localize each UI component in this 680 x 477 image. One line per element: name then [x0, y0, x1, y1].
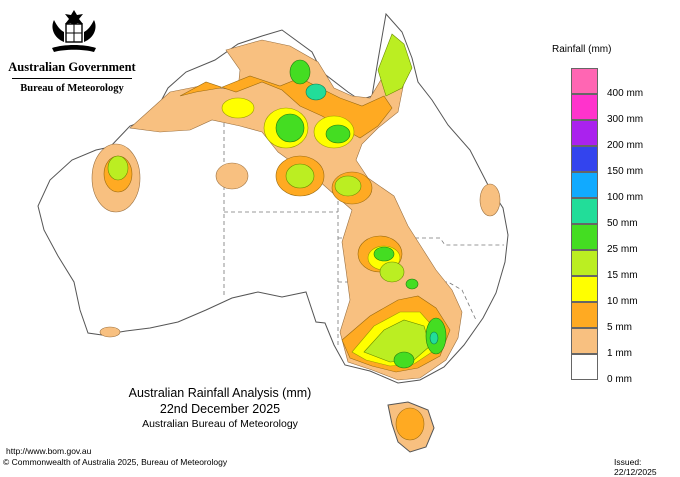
legend-label: 0 mm [607, 374, 632, 385]
legend-label: 200 mm [607, 140, 644, 151]
rainfall-50mm [305, 83, 439, 345]
legend-label: 50 mm [607, 218, 638, 229]
legend-swatch [571, 328, 598, 354]
footer-issued: Issued: 22/12/2025 [614, 457, 657, 477]
legend-swatch [571, 250, 598, 276]
legend-swatch [571, 354, 598, 380]
footer-url[interactable]: http://www.bom.gov.au [6, 446, 92, 456]
map-agency: Australian Bureau of Meteorology [142, 418, 298, 430]
legend-label: 300 mm [607, 114, 644, 125]
map-title-block: Australian Rainfall Analysis (mm) 22nd D… [120, 386, 320, 430]
legend-swatch [571, 302, 598, 328]
legend-swatch [571, 68, 598, 94]
legend-label: 5 mm [607, 322, 632, 333]
legend-label: 25 mm [607, 244, 638, 255]
legend-title: Rainfall (mm) [552, 44, 612, 55]
map-date: 22nd December 2025 [159, 402, 281, 416]
government-logo: Australian Government Bureau of Meteorol… [8, 8, 136, 98]
map-title: Australian Rainfall Analysis (mm) [128, 386, 312, 400]
legend-swatch [571, 198, 598, 224]
legend-swatch [571, 224, 598, 250]
legend-label: 400 mm [607, 88, 644, 99]
legend-swatch [571, 276, 598, 302]
bureau-title: Bureau of Meteorology [20, 83, 124, 94]
footer-copyright: © Commonwealth of Australia 2025, Bureau… [3, 457, 228, 467]
legend-swatch [571, 120, 598, 146]
legend-label: 15 mm [607, 270, 638, 281]
legend-label: 10 mm [607, 296, 638, 307]
government-title: Australian Government [8, 60, 136, 74]
coat-of-arms-icon [52, 10, 96, 52]
legend-swatch [571, 172, 598, 198]
legend-label: 150 mm [607, 166, 644, 177]
rainfall-map [37, 12, 509, 453]
legend-swatch [571, 94, 598, 120]
legend-swatch [571, 146, 598, 172]
legend-label: 1 mm [607, 348, 632, 359]
rainfall-15mm [107, 33, 431, 363]
legend-label: 100 mm [607, 192, 644, 203]
title-divider [12, 78, 132, 79]
